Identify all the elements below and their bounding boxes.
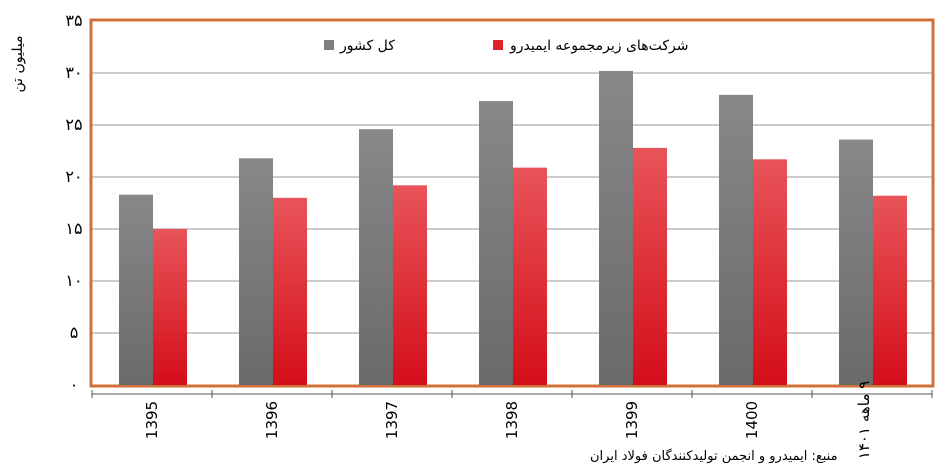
- legend-swatch-imidro: [493, 40, 503, 50]
- bar-total: [359, 129, 393, 385]
- y-tick-label: ۱۰: [65, 271, 82, 290]
- bars: [119, 70, 907, 386]
- bar-imidro: [393, 185, 427, 385]
- bar-imidro: [273, 197, 307, 385]
- legend-label-imidro: شرکت‌های زیرمجموعه ایمیدرو: [509, 38, 688, 54]
- x-tick-label: 1399: [623, 401, 641, 439]
- y-tick-label: ۳۰: [65, 63, 82, 82]
- bar-total: [839, 139, 873, 385]
- bar-total: [239, 158, 273, 385]
- x-tick-label: 1398: [503, 401, 521, 439]
- bar-imidro: [153, 229, 187, 385]
- y-tick-label: ۰: [70, 375, 79, 394]
- x-tick-label: 1395: [143, 401, 161, 439]
- legend-label-total: کل کشور: [339, 38, 395, 54]
- bar-imidro: [633, 147, 667, 385]
- legend: کل کشور شرکت‌های زیرمجموعه ایمیدرو: [324, 38, 688, 54]
- bar-imidro: [753, 159, 787, 385]
- x-tick-label: 1397: [383, 401, 401, 439]
- bar-total: [479, 101, 513, 385]
- y-tick-label: ۳۵: [65, 11, 82, 30]
- y-axis: ۰ ۵ ۱۰ ۱۵ ۲۰ ۲۵ ۳۰ ۳۵: [65, 11, 82, 394]
- bar-total: [599, 70, 633, 386]
- y-tick-label: ۱۵: [65, 219, 82, 238]
- x-axis: 1395 1396 1397 1398 1399 1400 ۹ ماهه ۱۴۰۱: [91, 381, 933, 459]
- source-note: منبع: ایمیدرو و انجمن تولیدکنندگان فولاد…: [590, 449, 838, 464]
- bar-imidro: [513, 167, 547, 385]
- x-tick-label: ۹ ماهه ۱۴۰۱: [855, 381, 873, 459]
- bar-imidro: [873, 195, 907, 385]
- x-tick-label: 1400: [743, 401, 761, 439]
- bar-total: [119, 194, 153, 385]
- y-axis-title: میلیون تن: [10, 35, 26, 92]
- bar-total: [719, 94, 753, 385]
- y-tick-label: ۲۵: [65, 115, 82, 134]
- x-tick-label: 1396: [263, 401, 281, 439]
- legend-swatch-total: [324, 40, 334, 50]
- y-tick-label: ۵: [70, 323, 79, 342]
- y-tick-label: ۲۰: [65, 167, 82, 186]
